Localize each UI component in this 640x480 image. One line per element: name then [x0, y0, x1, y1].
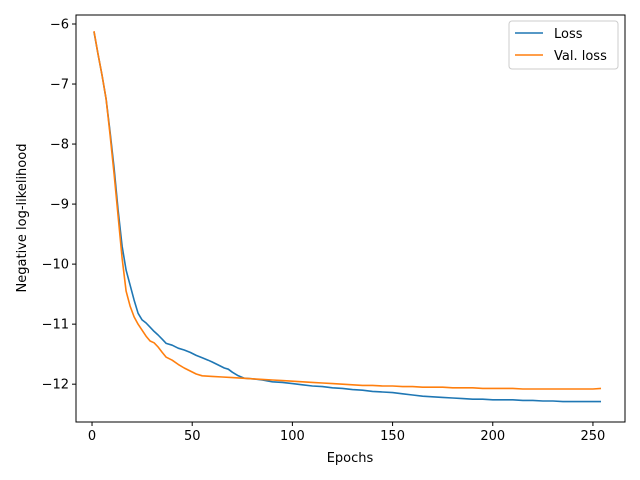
y-tick-label: −8 — [50, 138, 69, 153]
y-tick-label: −12 — [42, 378, 69, 393]
plot-frame — [75, 14, 626, 423]
x-tick-label: 250 — [581, 429, 606, 444]
y-axis-label: Negative log-likelihood — [15, 144, 30, 293]
legend: Loss Val. loss — [508, 20, 619, 70]
y-tick-label: −7 — [50, 78, 69, 93]
legend-label-val-loss: Val. loss — [554, 49, 607, 64]
x-axis-ticks: 0 50 100 150 200 250 — [88, 422, 605, 444]
x-tick-label: 150 — [380, 429, 405, 444]
y-axis-ticks: −6 −7 −8 −9 −10 −11 −12 — [42, 18, 76, 393]
x-tick-label: 100 — [280, 429, 305, 444]
legend-label-loss: Loss — [554, 27, 583, 42]
y-tick-label: −10 — [42, 258, 69, 273]
series-layer — [93, 31, 602, 403]
y-tick-label: −9 — [50, 198, 69, 213]
x-axis-label: Epochs — [327, 451, 374, 466]
series-line-val-loss — [93, 31, 602, 390]
x-tick-label: 50 — [184, 429, 201, 444]
y-tick-label: −6 — [50, 18, 69, 33]
x-tick-label: 200 — [480, 429, 505, 444]
y-tick-label: −11 — [42, 318, 69, 333]
x-tick-label: 0 — [88, 429, 96, 444]
series-line-loss — [93, 31, 601, 403]
